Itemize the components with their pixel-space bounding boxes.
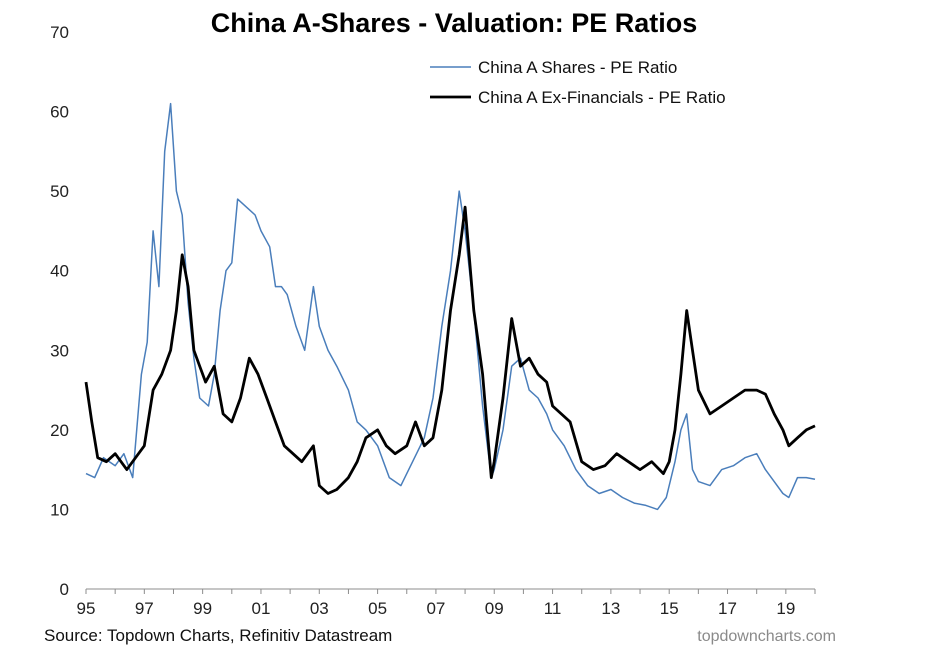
credit-note: topdowncharts.com bbox=[697, 628, 836, 645]
y-tick-label: 50 bbox=[50, 182, 69, 201]
plot-area bbox=[84, 102, 816, 511]
legend-label: China A Shares - PE Ratio bbox=[478, 58, 677, 77]
legend: China A Shares - PE Ratio China A Ex-Fina… bbox=[430, 58, 726, 107]
series-line-2 bbox=[84, 205, 816, 495]
y-tick-label: 30 bbox=[50, 341, 69, 360]
x-tick-label: 09 bbox=[485, 599, 504, 618]
x-tick-label: 15 bbox=[660, 599, 679, 618]
chart-title: China A-Shares - Valuation: PE Ratios bbox=[211, 8, 698, 38]
x-tick-label: 95 bbox=[77, 599, 96, 618]
legend-label: China A Ex-Financials - PE Ratio bbox=[478, 88, 726, 107]
y-tick-label: 0 bbox=[60, 580, 69, 599]
source-note: Source: Topdown Charts, Refinitiv Datast… bbox=[44, 626, 392, 645]
x-tick-label: 17 bbox=[718, 599, 737, 618]
x-tick-label: 07 bbox=[426, 599, 445, 618]
x-tick-label: 97 bbox=[135, 599, 154, 618]
x-tick-label: 99 bbox=[193, 599, 212, 618]
x-tick-label: 05 bbox=[368, 599, 387, 618]
x-tick-label: 01 bbox=[251, 599, 270, 618]
x-tick-label: 19 bbox=[776, 599, 795, 618]
x-axis: 95 97 99 01 03 05 07 09 11 13 15 17 19 bbox=[77, 588, 816, 618]
x-tick-label: 11 bbox=[544, 599, 562, 618]
y-axis: 0 10 20 30 40 50 60 70 bbox=[50, 23, 69, 599]
y-tick-label: 40 bbox=[50, 262, 69, 281]
x-tick-label: 13 bbox=[601, 599, 620, 618]
y-tick-label: 20 bbox=[50, 421, 69, 440]
y-tick-label: 10 bbox=[50, 500, 69, 519]
y-tick-label: 70 bbox=[50, 23, 69, 42]
x-tick-label: 03 bbox=[310, 599, 329, 618]
y-tick-label: 60 bbox=[50, 103, 69, 122]
